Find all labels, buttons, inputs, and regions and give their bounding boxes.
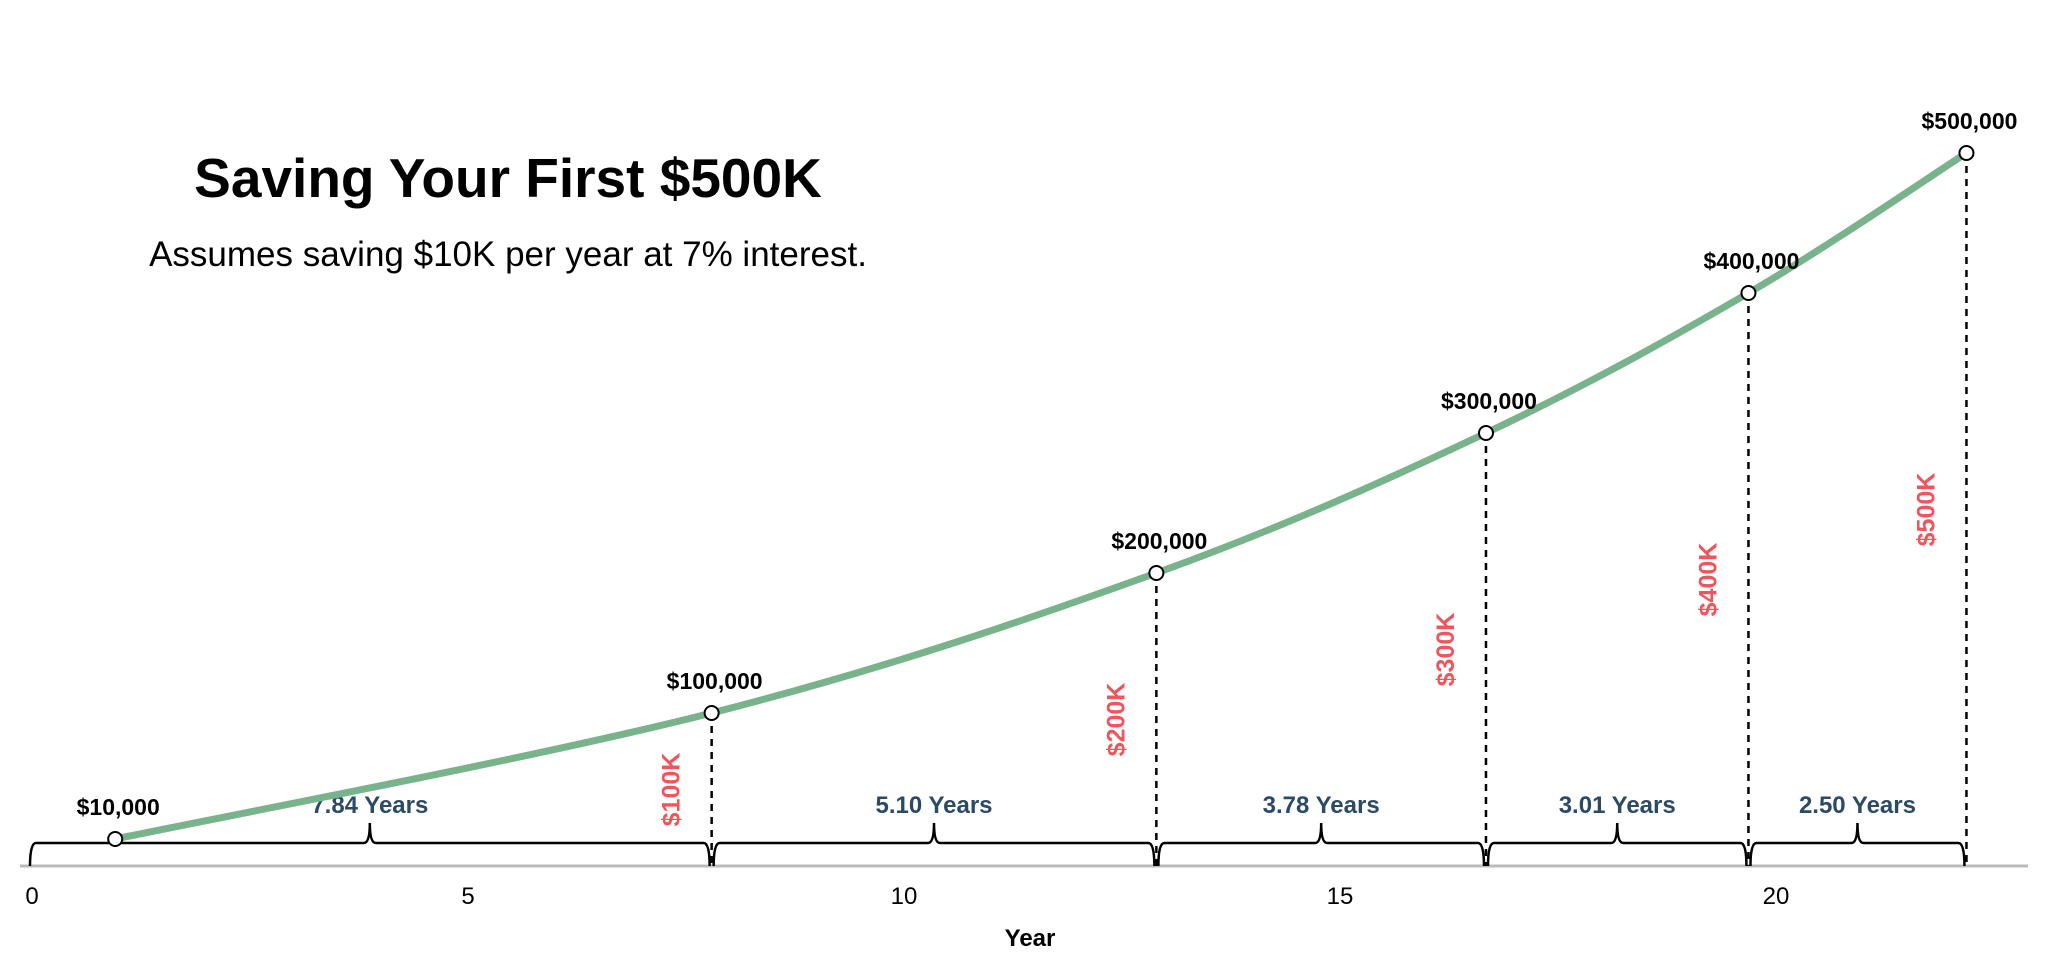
- interval-bracket-0: [28, 822, 711, 867]
- point-label-0: $10,000: [77, 794, 160, 820]
- point-label-1: $100,000: [667, 668, 763, 694]
- interval-label-1: 5.10 Years: [876, 792, 993, 819]
- milestone-lines: $100K $200K $300K $400K $500K: [658, 153, 1968, 866]
- data-point-1: [703, 705, 720, 721]
- x-tick-label-3: 15: [1327, 883, 1354, 910]
- point-label-2: $200,000: [1111, 528, 1207, 554]
- data-point-3: [1477, 425, 1494, 441]
- x-tick-label-4: 20: [1763, 883, 1790, 910]
- milestone-label-2: $300K: [1432, 613, 1460, 687]
- point-label-3: $300,000: [1441, 388, 1537, 414]
- interval-bracket-1: [712, 822, 1156, 867]
- interval-bracket-4: [1749, 822, 1966, 867]
- chart-subtitle: Assumes saving $10K per year at 7% inter…: [149, 235, 867, 274]
- x-tick-label-1: 5: [461, 883, 474, 910]
- data-point-2: [1148, 565, 1165, 581]
- interval-label-4: 2.50 Years: [1799, 792, 1916, 819]
- interval-bracket-3: [1486, 822, 1748, 867]
- interval-bracket-2: [1157, 822, 1486, 867]
- interval-label-2: 3.78 Years: [1263, 792, 1380, 819]
- x-axis-ticks: 0 5 10 15 20: [25, 883, 1789, 910]
- x-axis-title: Year: [1005, 925, 1056, 952]
- data-point-0: [107, 831, 124, 847]
- x-tick-label-2: 10: [891, 883, 918, 910]
- chart-title: Saving Your First $500K: [194, 147, 822, 209]
- interval-label-3: 3.01 Years: [1559, 792, 1676, 819]
- data-points: $10,000 $100,000 $200,000 $300,000 $400,000 $…: [77, 108, 2017, 847]
- milestone-label-0: $100K: [658, 753, 686, 827]
- milestone-label-1: $200K: [1102, 683, 1130, 757]
- interval-brackets: 7.84 Years 5.10 Years 3.78 Years 3.01 Years…: [28, 792, 1966, 867]
- point-label-4: $400,000: [1703, 248, 1799, 274]
- x-tick-label-0: 0: [25, 883, 38, 910]
- milestone-label-3: $400K: [1694, 543, 1722, 617]
- data-point-5: [1958, 145, 1975, 161]
- point-label-5: $500,000: [1921, 108, 2017, 134]
- milestone-label-4: $500K: [1912, 473, 1940, 547]
- data-point-4: [1740, 285, 1757, 301]
